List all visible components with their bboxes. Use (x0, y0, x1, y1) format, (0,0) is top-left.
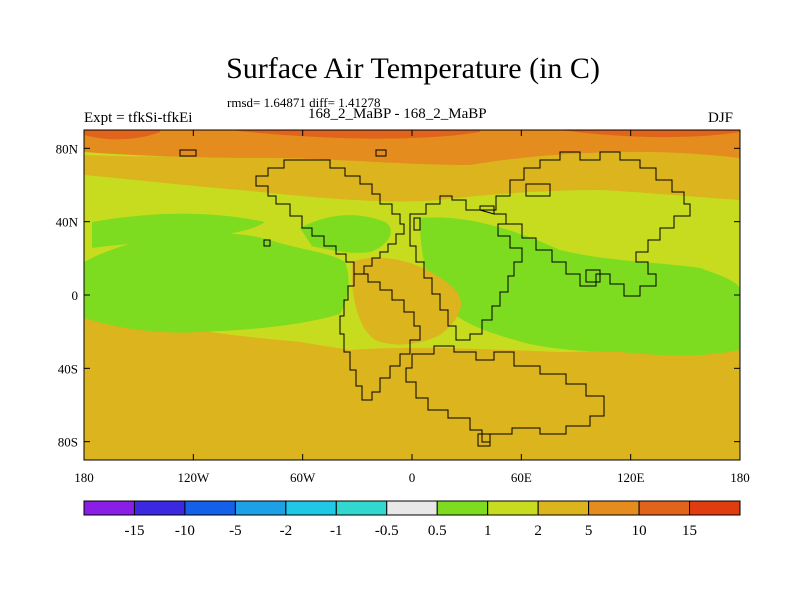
field-north-atlantic-green (300, 215, 391, 253)
south-america-outline (339, 273, 421, 401)
colorbar-swatch (689, 500, 741, 516)
colorbar-swatch (335, 500, 388, 516)
temperature-field (84, 130, 740, 460)
southern-continent-outline (405, 345, 605, 443)
lat-tick-label: 80S (58, 435, 78, 450)
north-america-outline (255, 159, 405, 275)
asia-outline (479, 151, 691, 297)
island-outline-3 (585, 269, 601, 283)
inland-sea-outline (525, 183, 551, 197)
longitude-axis: 180 120W 60W 0 60E 120E 180 (74, 130, 750, 485)
season-label: DJF (708, 110, 734, 126)
field-polar-band (84, 130, 740, 165)
africa-outline (409, 195, 523, 341)
colorbar-swatch (537, 500, 590, 516)
field-polar-hotspot-2 (560, 130, 740, 138)
lat-tick-label: 0 (72, 288, 79, 303)
colorbar-swatch (83, 500, 135, 516)
coastlines (179, 149, 691, 447)
lon-tick-label: 60E (511, 470, 532, 485)
colorbar-label: -2 (280, 523, 293, 539)
lon-tick-label: 60W (290, 470, 316, 485)
field-north-band-orange (84, 145, 740, 202)
colorbar-label: -15 (124, 523, 144, 539)
field-southern-land-orange (401, 349, 610, 440)
field-polar-hotspot-1 (230, 130, 480, 139)
colorbar-swatch (234, 500, 287, 516)
colorbar-label: 2 (534, 523, 542, 539)
field-polar-hotspot-3 (84, 130, 160, 140)
lon-tick-label: 180 (730, 470, 750, 485)
colorbar-swatch (436, 500, 489, 516)
colorbar-label: -10 (175, 523, 195, 539)
island-outline-5 (413, 217, 421, 231)
island-outline-6 (477, 433, 491, 447)
colorbar-label: 1 (484, 523, 492, 539)
island-outline-4 (179, 149, 197, 157)
field-south-america-orange (351, 257, 461, 345)
island-outline-1 (263, 239, 271, 247)
colorbar-label: 0.5 (428, 523, 447, 539)
stats-label: rmsd= 1.64871 diff= 1.41278 (227, 95, 381, 110)
lat-tick-label: 80N (56, 141, 79, 156)
field-pacific-green (84, 232, 349, 333)
colorbar-swatch (386, 500, 438, 516)
colorbar-label: 5 (585, 523, 593, 539)
colorbar-swatch (285, 500, 337, 516)
colorbar-label: -1 (330, 523, 343, 539)
field-north-pacific-green (92, 213, 265, 248)
page-title: Surface Air Temperature (in C) (226, 52, 600, 85)
colorbar-swatch (184, 500, 236, 516)
lon-tick-label: 180 (74, 470, 94, 485)
case-label: 168_2_MaBP - 168_2_MaBP (308, 106, 487, 122)
colorbar-swatch (487, 500, 539, 516)
lon-tick-label: 0 (409, 470, 416, 485)
lat-tick-label: 40S (58, 361, 78, 376)
colorbar-label: 15 (682, 523, 697, 539)
colorbar: -15 -10 -5 -2 -1 -0.5 0.5 1 2 5 10 15 (83, 500, 741, 539)
colorbar-swatch (638, 500, 691, 516)
experiment-label: Expt = tfkSi-tfkEi (84, 110, 193, 126)
lon-tick-label: 120E (617, 470, 645, 485)
colorbar-swatch (588, 500, 640, 516)
colorbar-label: -5 (229, 523, 242, 539)
lon-tick-label: 120W (177, 470, 210, 485)
colorbar-label: -0.5 (375, 523, 399, 539)
latitude-axis: 80N 40N 0 40S 80S (56, 141, 740, 450)
lat-tick-label: 40N (56, 215, 79, 230)
colorbar-label: 10 (632, 523, 647, 539)
island-outline-2 (375, 149, 387, 157)
colorbar-swatch (133, 500, 186, 516)
